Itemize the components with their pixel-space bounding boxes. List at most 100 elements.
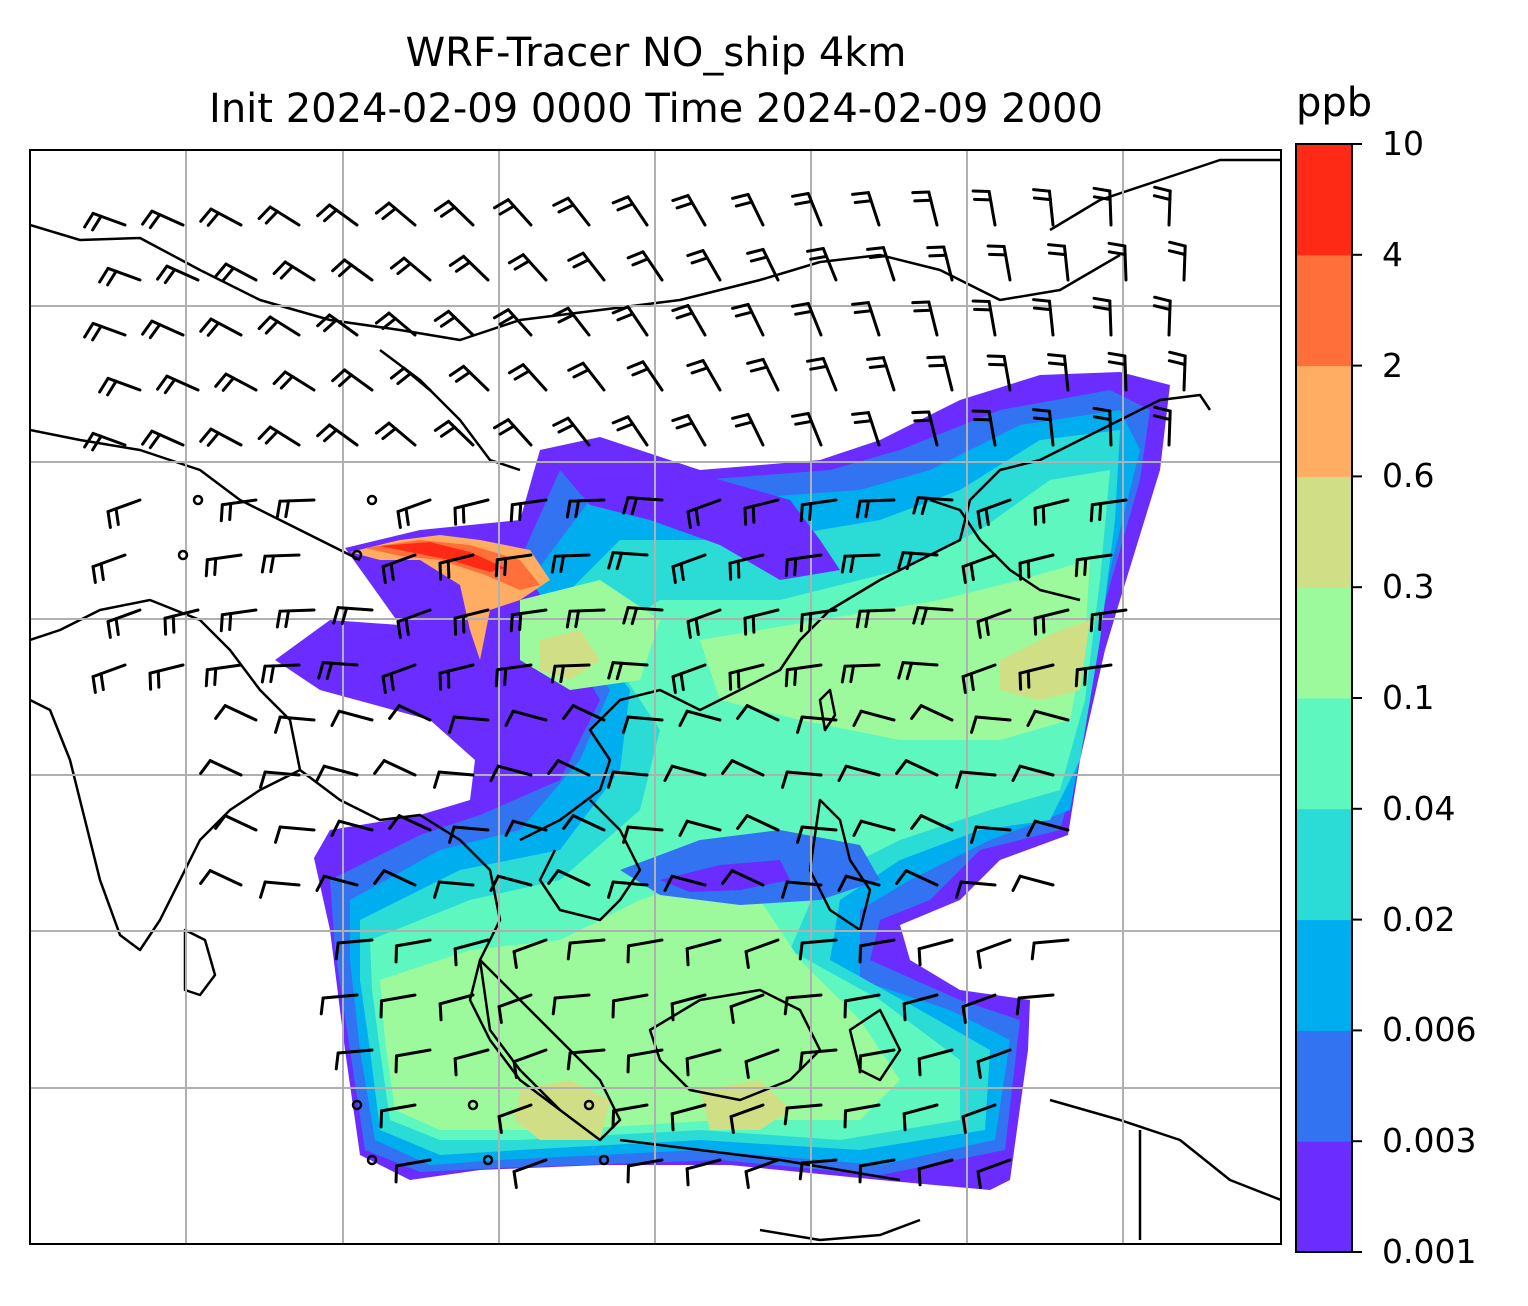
wind-barb-feather (671, 565, 677, 584)
wind-barb-feather (1047, 243, 1066, 248)
wind-barb-feather (1032, 416, 1052, 422)
wind-barb-feather (928, 363, 948, 368)
wind-barb-feather (799, 503, 804, 523)
wind-barb-feather (897, 661, 905, 680)
wind-barb-shaft (1033, 819, 1070, 832)
wind-barb-feather (1011, 874, 1022, 892)
wind-barb (917, 1048, 954, 1077)
wind-barb (743, 498, 780, 526)
wind-barb-feather (257, 315, 272, 331)
wind-barb-feather (910, 814, 923, 830)
wind-barb-feather (373, 869, 386, 885)
wind-barb-shaft (800, 715, 838, 722)
wind-barb (91, 553, 127, 584)
wind-barb-feather (744, 1170, 750, 1189)
wind-barb-shaft (917, 938, 954, 951)
wind-barb (858, 1048, 896, 1074)
wind-barb-shaft (987, 410, 997, 447)
wind-barb-shaft (91, 663, 127, 679)
wind-barb (1167, 240, 1187, 282)
wind-barb-shaft (511, 709, 548, 722)
wind-barb-feather (272, 260, 287, 276)
wind-barb-shaft (327, 203, 359, 227)
wind-barb-shaft (568, 608, 606, 613)
wind-barb-feather (214, 372, 228, 388)
wind-barb-feather (557, 423, 575, 434)
wind-barb-shaft (800, 608, 838, 617)
wind-barb-feather (912, 496, 920, 515)
wind-barb (433, 880, 475, 899)
wind-barb (552, 416, 591, 447)
wind-barb-shaft (1002, 355, 1012, 392)
wind-barb-feather (213, 557, 218, 577)
wind-barb-feather (316, 313, 331, 328)
wind-barb (799, 608, 838, 633)
wind-barb-feather (630, 606, 639, 626)
wind-barb-shaft (987, 300, 997, 337)
wind-barb-feather (746, 357, 765, 365)
wind-calm-marker (366, 1154, 378, 1166)
wind-barb-shaft (627, 938, 664, 948)
wind-barb-shaft (919, 704, 954, 722)
wind-barb (781, 770, 823, 789)
wind-barb (98, 266, 142, 287)
wind-barb (567, 361, 606, 392)
wind-barb (961, 553, 997, 584)
wind-barb-shaft (670, 1103, 707, 1116)
wind-barb-feather (547, 759, 560, 775)
colorbar-tick-label: 0.3 (1382, 567, 1435, 607)
wind-barb-feather (439, 425, 457, 438)
wind-barb-feather (734, 310, 754, 318)
wind-barb-feather (970, 715, 978, 734)
wind-barb-shaft (453, 938, 490, 951)
wind-barb-shaft (447, 309, 475, 337)
wind-barb-feather (98, 376, 110, 394)
wind-barb (611, 195, 649, 227)
wind-barb-feather (670, 1002, 675, 1022)
wind-barb-feather (685, 1167, 690, 1187)
wind-barb (796, 715, 838, 734)
wind-barb-shaft (209, 207, 243, 227)
wind-barb-shaft (1032, 938, 1070, 945)
wind-barb (148, 663, 185, 691)
wind-barb (799, 498, 838, 523)
wind-barb (986, 244, 1012, 282)
wind-barb-shaft (785, 663, 823, 672)
wind-barb-feather (512, 1060, 518, 1079)
wind-barb-feather (1152, 304, 1172, 312)
wind-barb (744, 938, 780, 969)
wind-barb-shaft (1108, 409, 1113, 447)
wind-barb (91, 663, 127, 694)
wind-barb-shaft (686, 304, 707, 337)
wind-barb-feather (338, 373, 353, 388)
wind-barb-shaft (1182, 244, 1187, 282)
border-russia-mongolia (30, 223, 1121, 342)
wind-barb-feather (685, 1057, 690, 1077)
wind-barb-shaft (402, 256, 432, 282)
wind-barb (156, 264, 200, 285)
wind-barb-feather (751, 614, 756, 634)
wind-barb-feather (551, 996, 557, 1016)
wind-barb-feather (381, 317, 397, 331)
wind-barb-feather (259, 880, 267, 899)
wind-barb (685, 938, 722, 967)
wind-barb (671, 414, 707, 447)
wind-barb-feather (512, 950, 518, 969)
wind-barb-feather (1152, 414, 1172, 422)
wind-barb (686, 359, 722, 392)
wind-barb (141, 429, 185, 450)
wind-barb-feather (518, 612, 523, 632)
wind-barb-shaft (927, 300, 939, 337)
wind-barb (453, 938, 490, 967)
wind-barb-feather (955, 770, 963, 789)
wind-barb-feather (897, 551, 905, 570)
wind-barb-feather (678, 709, 689, 727)
wind-barb-feather (736, 669, 741, 689)
wind-barb-shaft (283, 260, 316, 282)
wind-barb-shaft (612, 1103, 649, 1113)
wind-barb-shaft (745, 704, 780, 722)
wind-barb-shaft (208, 869, 243, 887)
wind-barb (607, 880, 649, 899)
wind-barb-feather (171, 614, 176, 634)
wind-barb-shaft (387, 201, 417, 227)
